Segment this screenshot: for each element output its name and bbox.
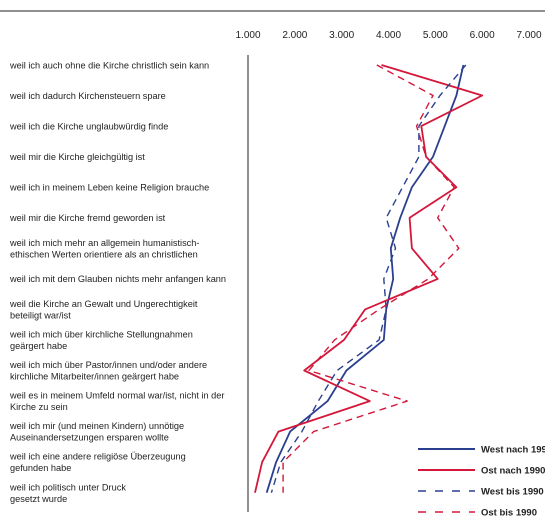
legend-label: West nach 1990 xyxy=(481,445,545,456)
legend: West nach 1990 Ost nach 1990 West bis 1990… xyxy=(418,445,545,519)
series-line xyxy=(265,64,465,493)
x-tick-labels: 1.000 2.000 3.000 4.000 5.000 6.000 7.000 xyxy=(235,30,541,41)
category-label: weil ich mir (und meinen Kindern) unnöti… xyxy=(9,421,184,431)
x-tick-label: 2.000 xyxy=(282,30,307,41)
x-tick-label: 1.000 xyxy=(235,30,260,41)
legend-label: West bis 1990 xyxy=(481,487,544,498)
category-label: weil ich in meinem Leben keine Religion … xyxy=(9,183,209,193)
x-tick-label: 6.000 xyxy=(470,30,495,41)
category-label: weil die Kirche an Gewalt und Ungerechti… xyxy=(9,299,198,309)
category-label: weil ich eine andere religiöse Überzeugu… xyxy=(9,452,186,462)
series-line xyxy=(254,64,484,493)
category-label: gefunden habe xyxy=(10,463,71,473)
series-lines xyxy=(254,64,484,493)
x-tick-label: 3.000 xyxy=(329,30,354,41)
category-label: weil ich dadurch Kirchensteuern spare xyxy=(9,91,166,101)
category-label: weil ich die Kirche unglaubwürdig finde xyxy=(9,121,168,131)
category-label: Auseinandersetzungen ersparen wollte xyxy=(10,433,169,443)
category-label: ethischen Werten orientiere als an chris… xyxy=(10,249,198,259)
category-label: weil mir die Kirche fremd geworden ist xyxy=(9,213,166,223)
series-line xyxy=(270,64,467,493)
category-label: weil ich mich mehr an allgemein humanist… xyxy=(9,238,199,248)
category-label: weil ich mich über kirchliche Stellungna… xyxy=(9,330,193,340)
category-label: weil ich politisch unter Druck xyxy=(9,482,126,492)
category-label: weil ich mich über Pastor/innen und/oder… xyxy=(9,360,207,370)
x-tick-label: 7.000 xyxy=(516,30,541,41)
category-label: gesetzt wurde xyxy=(10,494,67,504)
x-tick-label: 4.000 xyxy=(376,30,401,41)
category-label: Kirche zu sein xyxy=(10,402,68,412)
category-labels: weil ich auch ohne die Kirche christlich… xyxy=(9,60,226,503)
category-label: weil es in meinem Umfeld normal war/ist,… xyxy=(9,391,224,401)
category-label: weil ich auch ohne die Kirche christlich… xyxy=(9,60,209,70)
category-label: weil ich mit dem Glauben nichts mehr anf… xyxy=(9,274,226,284)
series-line xyxy=(282,64,460,493)
legend-label: Ost bis 1990 xyxy=(481,508,537,519)
category-label: beteiligt war/ist xyxy=(10,310,71,320)
x-tick-label: 5.000 xyxy=(423,30,448,41)
category-label: kirchliche Mitarbeiter/innen geärgert ha… xyxy=(10,372,179,382)
category-label: weil mir die Kirche gleichgültig ist xyxy=(9,152,145,162)
legend-label: Ost nach 1990 xyxy=(481,466,545,477)
category-label: geärgert habe xyxy=(10,341,67,351)
